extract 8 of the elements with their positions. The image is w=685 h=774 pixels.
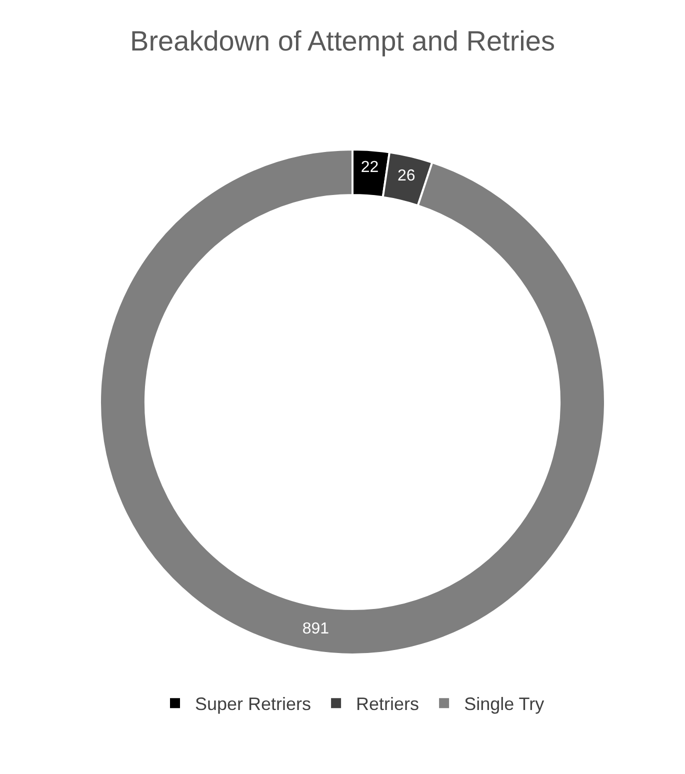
legend-label: Single Try — [464, 694, 544, 714]
legend-label: Retriers — [356, 694, 420, 714]
donut-slice — [99, 148, 606, 656]
data-label: 891 — [302, 620, 330, 638]
data-label: 22 — [360, 158, 379, 176]
data-label: 26 — [397, 168, 416, 185]
legend-label: Super Retriers — [195, 694, 312, 714]
chart-title: Breakdown of Attempt and Retries — [130, 26, 555, 57]
